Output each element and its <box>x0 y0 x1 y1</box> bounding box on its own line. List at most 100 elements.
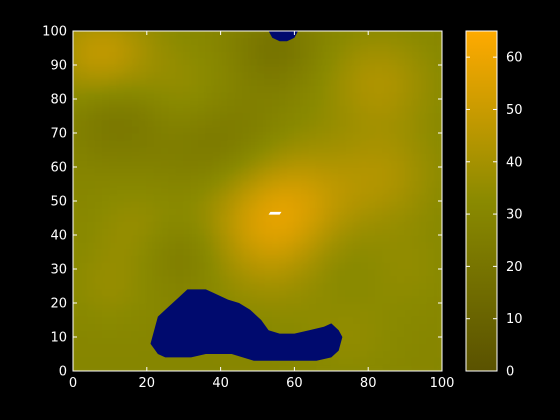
heatmap-cell <box>434 309 442 318</box>
heatmap-cell <box>426 329 436 338</box>
heatmap-cell <box>382 261 391 270</box>
heatmap-cell <box>293 234 303 243</box>
heatmap-cell <box>73 193 81 202</box>
heatmap-cell <box>338 125 347 134</box>
heatmap-cell <box>73 309 81 318</box>
heatmap-cell <box>153 268 163 277</box>
heatmap-cell <box>190 200 199 209</box>
heatmap-cell <box>426 214 436 222</box>
heatmap-cell <box>389 180 399 188</box>
heatmap-cell <box>175 282 185 290</box>
heatmap-cell <box>338 31 347 39</box>
heatmap-cell <box>404 275 413 284</box>
heatmap-cell <box>360 322 369 331</box>
heatmap-cell <box>161 31 170 39</box>
heatmap-cell <box>183 268 192 277</box>
heatmap-cell <box>330 275 340 284</box>
heatmap-cell <box>168 295 177 304</box>
heatmap-cell <box>404 241 413 250</box>
heatmap-cell <box>102 343 111 352</box>
heatmap-cell <box>153 57 163 66</box>
heatmap-cell <box>242 193 251 202</box>
heatmap-cell <box>131 288 140 297</box>
heatmap-cell <box>419 105 428 114</box>
heatmap-cell <box>109 193 118 202</box>
heatmap-cell <box>411 363 421 371</box>
heatmap-cell <box>360 159 369 168</box>
heatmap-cell <box>249 31 258 39</box>
heatmap-cell <box>389 220 399 229</box>
heatmap-cell <box>382 214 391 222</box>
heatmap-cell <box>116 159 126 168</box>
heatmap-cell <box>345 146 354 154</box>
heatmap-cell <box>153 227 163 236</box>
heatmap-cell <box>404 125 413 134</box>
heatmap-cell <box>264 125 273 134</box>
heatmap-cell <box>397 214 406 222</box>
heatmap-cell <box>382 105 391 114</box>
heatmap-cell <box>153 118 163 127</box>
heatmap-cell <box>183 282 192 290</box>
heatmap-cell <box>190 180 199 188</box>
heatmap-cell <box>338 254 347 263</box>
heatmap-cell <box>411 50 421 59</box>
heatmap-cell <box>183 139 192 148</box>
heatmap-cell <box>397 78 406 86</box>
heatmap-cell <box>426 200 436 209</box>
heatmap-cell <box>352 112 362 120</box>
heatmap-cell <box>375 132 384 141</box>
heatmap-cell <box>124 186 133 195</box>
heatmap-cell <box>227 200 236 209</box>
heatmap-cell <box>411 234 421 243</box>
heatmap-cell <box>227 152 236 161</box>
heatmap-cell <box>87 309 96 318</box>
heatmap-cell <box>227 214 236 222</box>
heatmap-cell <box>183 44 192 52</box>
heatmap-cell <box>197 261 207 270</box>
heatmap-cell <box>205 132 214 141</box>
heatmap-cell <box>404 152 413 161</box>
heatmap-cell <box>404 322 413 331</box>
heatmap-cell <box>426 91 436 100</box>
heatmap-cell <box>138 343 148 352</box>
heatmap-cell <box>434 214 442 222</box>
heatmap-cell <box>264 166 273 175</box>
heatmap-cell <box>220 193 229 202</box>
heatmap-cell <box>124 207 133 216</box>
heatmap-cells <box>73 31 442 371</box>
heatmap-cell <box>345 50 354 59</box>
heatmap-cell <box>102 207 111 216</box>
heatmap-cell <box>404 37 413 46</box>
heatmap-cell <box>161 78 170 86</box>
heatmap-cell <box>161 71 170 80</box>
heatmap-cell <box>279 173 288 182</box>
heatmap-cell <box>212 98 222 107</box>
heatmap-cell <box>434 282 442 290</box>
heatmap-cell <box>345 31 354 39</box>
heatmap-cell <box>419 248 428 256</box>
heatmap-cell <box>434 78 442 86</box>
heatmap-cell <box>183 214 192 222</box>
heatmap-cell <box>330 71 340 80</box>
heatmap-cell <box>161 186 170 195</box>
heatmap-cell <box>168 71 177 80</box>
heatmap-cell <box>131 200 140 209</box>
heatmap-cell <box>301 71 310 80</box>
heatmap-cell <box>94 166 104 175</box>
heatmap-cell <box>338 200 347 209</box>
heatmap-cell <box>419 227 428 236</box>
heatmap-cell <box>79 336 89 345</box>
heatmap-cell <box>116 322 126 331</box>
heatmap-cell <box>87 363 96 371</box>
heatmap-cell <box>242 207 251 216</box>
heatmap-cell <box>257 166 266 175</box>
heatmap-cell <box>411 356 421 365</box>
heatmap-cell <box>131 50 140 59</box>
heatmap-cell <box>161 37 170 46</box>
heatmap-cell <box>102 31 111 39</box>
heatmap-cell <box>94 227 104 236</box>
heatmap-cell <box>286 248 295 256</box>
heatmap-cell <box>382 329 391 338</box>
heatmap-cell <box>426 186 436 195</box>
heatmap-cell <box>301 248 310 256</box>
